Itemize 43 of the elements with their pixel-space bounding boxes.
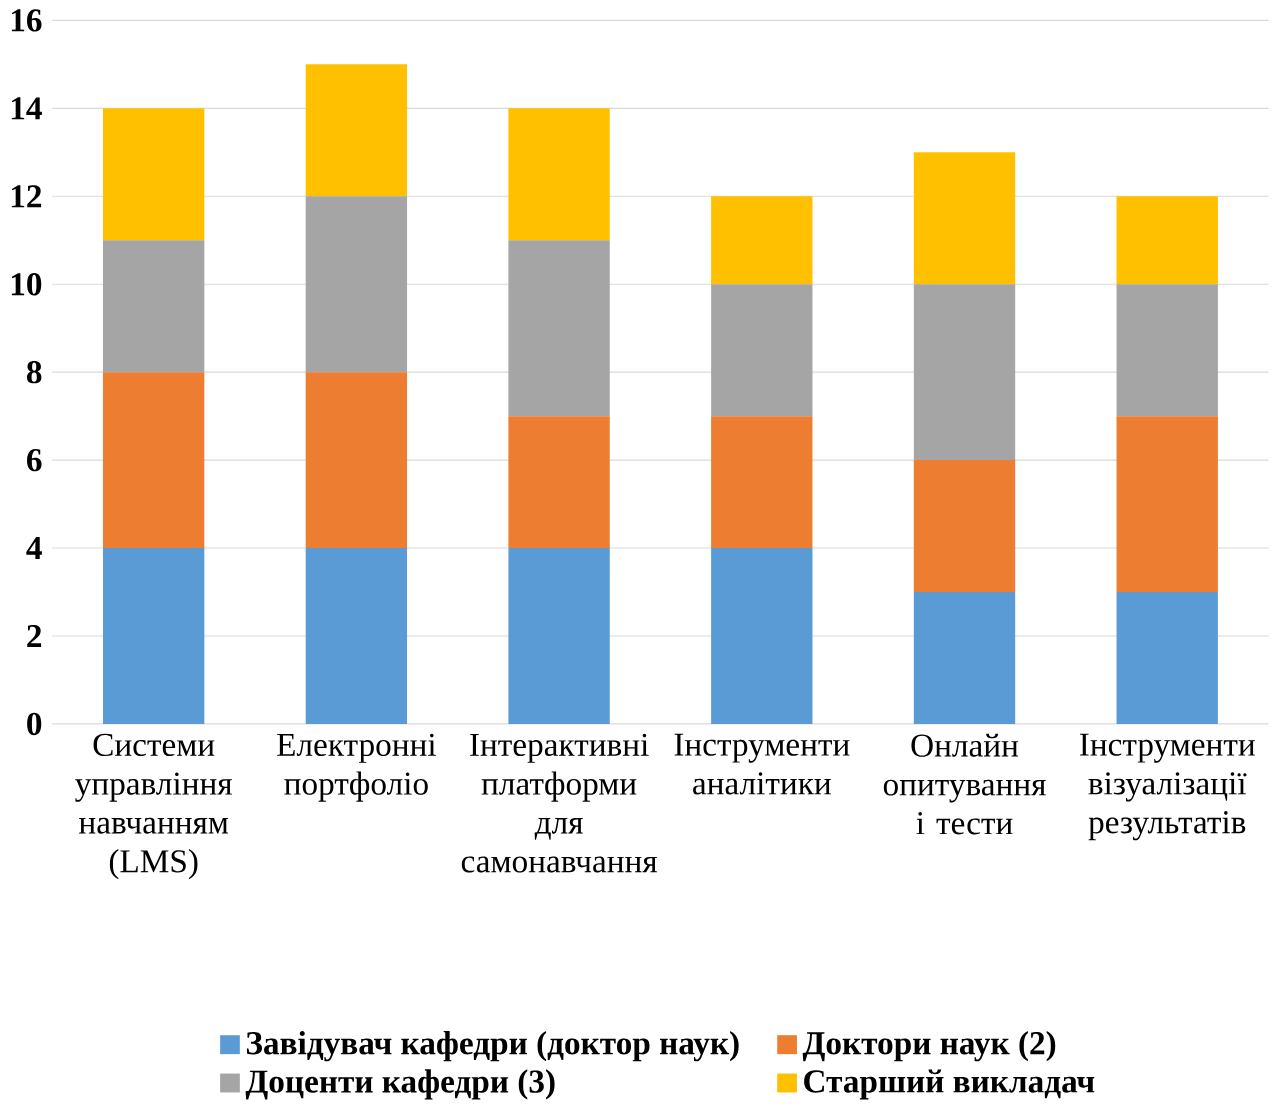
legend-label: Завідувач кафедри (доктор наук)	[246, 1031, 739, 1062]
bar	[508, 416, 610, 549]
bar	[913, 460, 1016, 593]
y-tick-label: 10	[11, 273, 42, 296]
bar	[1116, 592, 1218, 725]
y-tick-label: 12	[11, 185, 42, 208]
x-tick-label: Онлайн опитування і тести	[883, 733, 1046, 835]
bar	[102, 240, 205, 373]
y-tick-label: 2	[27, 625, 42, 648]
legend-label: Старший викладач	[804, 1069, 1095, 1100]
bar	[913, 152, 1016, 285]
y-tick-label: 0	[27, 712, 42, 736]
bar	[711, 196, 813, 285]
legend-label: Доктори наук (2)	[802, 1031, 1056, 1062]
x-tick-label: Системи управління навчанням (LMS)	[75, 733, 232, 880]
bar	[711, 548, 813, 725]
bar	[102, 108, 205, 241]
legend-label: Доценти кафедри (3)	[245, 1069, 555, 1100]
bar	[102, 372, 205, 549]
bar	[1116, 416, 1218, 593]
bar	[711, 284, 813, 417]
y-tick-label: 4	[26, 537, 42, 560]
bar	[711, 416, 813, 549]
bar	[1116, 284, 1218, 417]
bar	[913, 592, 1016, 725]
bar	[508, 548, 610, 725]
y-tick-label: 6	[27, 449, 42, 472]
bar	[305, 196, 408, 373]
bar	[508, 240, 610, 417]
bar	[508, 108, 610, 241]
bar	[305, 64, 408, 197]
bar	[1116, 196, 1218, 285]
y-tick-label: 8	[26, 361, 42, 384]
x-tick-label: Електронні портфоліо	[277, 733, 436, 802]
bar	[913, 284, 1016, 461]
x-tick-label: Інструменти візуалізації результатів	[1079, 733, 1255, 841]
bar	[102, 548, 205, 725]
bar	[305, 372, 408, 549]
x-tick-label: Інструменти аналітики	[674, 733, 850, 795]
y-tick-label: 14	[11, 97, 42, 120]
bar	[305, 548, 408, 725]
y-tick-label: 16	[11, 9, 42, 32]
x-tick-label: Інтерактивні платформи для самонавчання	[461, 733, 658, 873]
